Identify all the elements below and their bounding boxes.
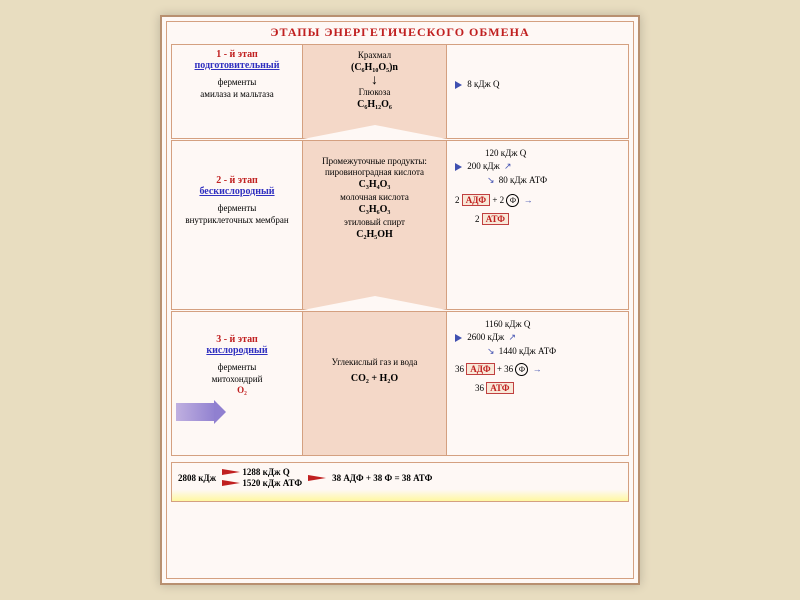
stage-1-name: подготовительный xyxy=(176,60,298,71)
stage-2-p2-formula: C₃H₆O₃ xyxy=(307,204,442,215)
stage-1-left: 1 - й этап подготовительный ферменты ами… xyxy=(172,45,302,138)
stage-2-mid-title: Промежуточные продукты: xyxy=(307,156,442,166)
stage-3-adp-line: 36 АДФ + 36 Ф → xyxy=(455,363,624,376)
triangle-icon xyxy=(455,163,462,171)
stage-1-energy: 8 кДж Q xyxy=(455,79,624,89)
stage-3-mid: Углекислый газ и вода CO₂ + H₂O xyxy=(302,312,447,455)
stage-2-split: 200 кДж ↗ xyxy=(455,161,624,172)
stage-3-formula: CO₂ + H₂O xyxy=(307,373,442,384)
summary-split: 1288 кДж Q 1520 кДж АТФ xyxy=(222,467,302,489)
stage-2-p1-name: пировиноградная кислота xyxy=(307,167,442,177)
summary-row: 2808 кДж 1288 кДж Q 1520 кДж АТФ 38 АДФ … xyxy=(171,462,629,502)
stage-1-right: 8 кДж Q xyxy=(447,45,628,138)
chevron-notch-icon xyxy=(303,296,447,310)
stage-2-left: 2 - й этап бескислородный ферменты внутр… xyxy=(172,141,302,309)
main-title: ЭТАПЫ ЭНЕРГЕТИЧЕСКОГО ОБМЕНА xyxy=(167,22,633,43)
stage-2-name: бескислородный xyxy=(176,186,298,197)
red-arrow-icon xyxy=(222,469,240,475)
adp-box: АДФ xyxy=(462,194,490,206)
arrow-right-icon: → xyxy=(524,195,533,205)
phosphate-icon: Ф xyxy=(515,363,528,376)
down-arrow-icon: ↓ xyxy=(307,75,442,86)
stage-3-left: 3 - й этап кислородный ферменты митохонд… xyxy=(172,312,302,455)
stage-2-q: 120 кДж Q xyxy=(485,148,624,158)
triangle-icon xyxy=(455,334,462,342)
summary-content: 2808 кДж 1288 кДж Q 1520 кДж АТФ 38 АДФ … xyxy=(178,467,622,489)
stage-3: 3 - й этап кислородный ферменты митохонд… xyxy=(171,311,629,456)
stage-3-name: кислородный xyxy=(176,345,298,356)
stage-1-mid: Крахмал (C₆H₁₀O₅)n ↓ Глюкоза C₆H₁₂O₆ xyxy=(302,45,447,138)
red-arrow-icon xyxy=(308,475,326,481)
stage-2-right: 120 кДж Q 200 кДж ↗ ↘ 80 кДж АТФ 2 АДФ +… xyxy=(447,141,628,309)
arrow-right-icon: → xyxy=(533,364,542,374)
stage-1-input-formula: (C₆H₁₀O₅)n xyxy=(307,62,442,73)
stage-1-output-name: Глюкоза xyxy=(307,87,442,97)
stage-2-p3-formula: C₂H₅OH xyxy=(307,229,442,240)
stage-2-atp-line: 2 АТФ xyxy=(475,213,624,225)
stage-2-mid: Промежуточные продукты: пировиноградная … xyxy=(302,141,447,309)
stage-2-adp-line: 2 АДФ + 2 Ф → xyxy=(455,194,624,207)
stage-2-p2-name: молочная кислота xyxy=(307,192,442,202)
stage-2: 2 - й этап бескислородный ферменты внутр… xyxy=(171,140,629,310)
stage-2-p3-name: этиловый спирт xyxy=(307,217,442,227)
summary-input: 2808 кДж xyxy=(178,473,216,483)
phosphate-icon: Ф xyxy=(506,194,519,207)
stage-3-mid-title: Углекислый газ и вода xyxy=(307,357,442,367)
summary-equation: 38 АДФ + 38 Ф = 38 АТФ xyxy=(332,473,432,483)
stage-2-atp-kj: ↘ 80 кДж АТФ xyxy=(485,175,624,186)
stage-1: 1 - й этап подготовительный ферменты ами… xyxy=(171,44,629,139)
stage-3-right: 1160 кДж Q 2600 кДж ↗ ↘ 1440 кДж АТФ 36 … xyxy=(447,312,628,455)
split-arrow-icon: ↘ xyxy=(487,175,495,185)
stage-1-output-formula: C₆H₁₂O₆ xyxy=(307,99,442,110)
split-arrow-icon: ↗ xyxy=(504,161,512,171)
chevron-notch-icon xyxy=(303,125,447,139)
adp-box: АДФ xyxy=(466,363,494,375)
stage-3-atp-line: 36 АТФ xyxy=(475,382,624,394)
stage-3-num: 3 - й этап xyxy=(176,334,298,345)
atp-box: АТФ xyxy=(486,382,513,394)
poster-frame: ЭТАПЫ ЭНЕРГЕТИЧЕСКОГО ОБМЕНА 1 - й этап … xyxy=(160,15,640,585)
split-arrow-icon: ↗ xyxy=(508,332,516,342)
triangle-icon xyxy=(455,81,462,89)
stage-1-num: 1 - й этап xyxy=(176,49,298,60)
stage-3-q: 1160 кДж Q xyxy=(485,319,624,329)
atp-box: АТФ xyxy=(482,213,509,225)
stage-1-enzymes: ферменты амилаза и мальтаза xyxy=(176,77,298,100)
poster-inner: ЭТАПЫ ЭНЕРГЕТИЧЕСКОГО ОБМЕНА 1 - й этап … xyxy=(166,21,634,579)
red-arrow-icon xyxy=(222,480,240,486)
split-arrow-icon: ↘ xyxy=(487,346,495,356)
stage-3-total: 2600 кДж ↗ xyxy=(455,332,624,343)
o2-label: O₂ xyxy=(186,385,298,395)
purple-arrow-icon xyxy=(176,403,216,421)
stage-3-atp-kj: ↘ 1440 кДж АТФ xyxy=(485,346,624,357)
stage-3-enzymes: ферменты митохондрий xyxy=(176,362,298,385)
stage-2-p1-formula: C₃H₄O₃ xyxy=(307,179,442,190)
stage-2-num: 2 - й этап xyxy=(176,175,298,186)
stage-2-enzymes: ферменты внутриклеточных мембран xyxy=(176,203,298,226)
stage-1-input-name: Крахмал xyxy=(307,50,442,60)
